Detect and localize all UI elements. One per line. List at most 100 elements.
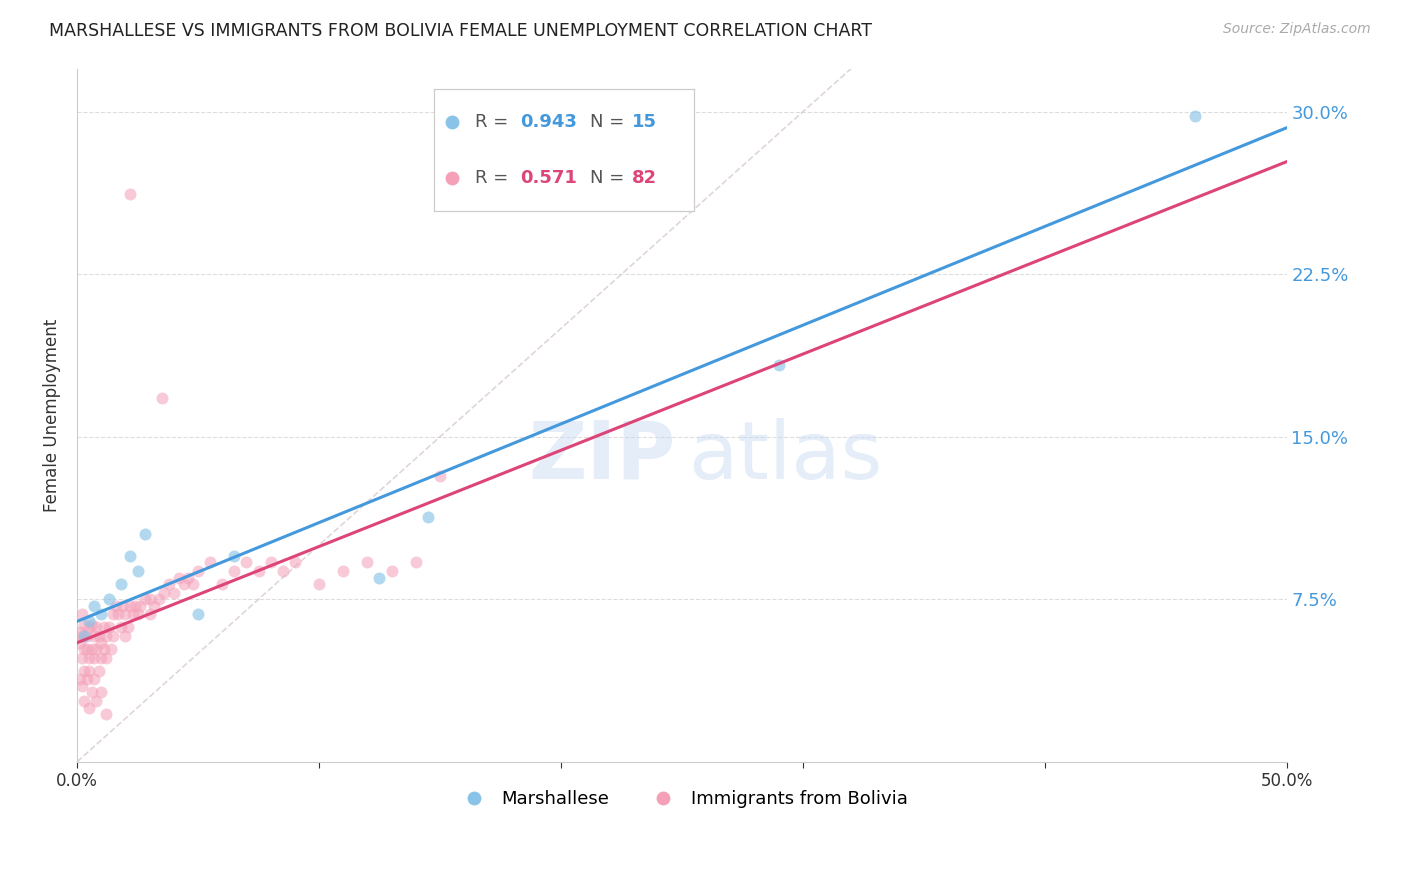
Point — [93, 620, 115, 634]
Point — [120, 599, 142, 613]
Point — [173, 577, 195, 591]
Point — [77, 650, 100, 665]
Text: MARSHALLESE VS IMMIGRANTS FROM BOLIVIA FEMALE UNEMPLOYMENT CORRELATION CHART: MARSHALLESE VS IMMIGRANTS FROM BOLIVIA F… — [49, 22, 872, 40]
Point — [356, 556, 378, 570]
Point — [90, 650, 112, 665]
Point — [83, 650, 105, 665]
Point — [138, 607, 160, 622]
Point — [70, 650, 93, 665]
Point — [143, 599, 166, 613]
Point — [70, 629, 93, 643]
Point — [405, 556, 427, 570]
Point — [73, 664, 96, 678]
Point — [69, 624, 91, 639]
Point — [103, 607, 125, 622]
Point — [138, 592, 160, 607]
Point — [224, 564, 246, 578]
Point — [87, 664, 110, 678]
Point — [177, 571, 200, 585]
Point — [94, 707, 117, 722]
Point — [429, 468, 451, 483]
Point — [187, 607, 209, 622]
Point — [86, 620, 108, 634]
Point — [157, 577, 180, 591]
Point — [112, 599, 135, 613]
Point — [86, 694, 108, 708]
Point — [259, 556, 281, 570]
Point — [100, 642, 122, 657]
Point — [284, 556, 307, 570]
Legend: Marshallese, Immigrants from Bolivia: Marshallese, Immigrants from Bolivia — [449, 782, 915, 815]
Point — [124, 599, 146, 613]
Point — [94, 650, 117, 665]
Point — [181, 577, 204, 591]
Point — [83, 673, 105, 687]
Point — [129, 599, 152, 613]
Text: ZIP: ZIP — [529, 417, 676, 496]
Point — [167, 571, 190, 585]
Point — [77, 700, 100, 714]
Point — [134, 592, 156, 607]
Point — [198, 556, 221, 570]
Point — [90, 635, 112, 649]
Point — [416, 510, 439, 524]
Point — [80, 618, 103, 632]
Y-axis label: Female Unemployment: Female Unemployment — [44, 318, 60, 512]
Point — [73, 642, 96, 657]
Point — [107, 607, 129, 622]
Point — [73, 694, 96, 708]
Point — [80, 642, 103, 657]
Point — [80, 685, 103, 699]
Point — [90, 685, 112, 699]
Point — [235, 556, 257, 570]
Point — [76, 629, 98, 643]
Point — [247, 564, 270, 578]
Point — [117, 620, 139, 634]
Point — [150, 391, 173, 405]
Point — [127, 564, 149, 578]
Point — [94, 629, 117, 643]
Point — [120, 187, 142, 202]
Point — [187, 564, 209, 578]
Point — [110, 577, 132, 591]
Point — [76, 642, 98, 657]
Point — [76, 673, 98, 687]
Point — [148, 592, 170, 607]
Point — [70, 607, 93, 622]
Point — [77, 614, 100, 628]
Point — [69, 673, 91, 687]
Point — [127, 607, 149, 622]
Point — [153, 586, 176, 600]
Point — [368, 571, 391, 585]
Point — [77, 620, 100, 634]
Point — [87, 629, 110, 643]
Point — [93, 642, 115, 657]
Point — [69, 635, 91, 649]
Point — [134, 527, 156, 541]
Point — [97, 592, 120, 607]
Point — [83, 629, 105, 643]
Point — [768, 359, 790, 373]
Point — [224, 549, 246, 563]
Point — [86, 642, 108, 657]
Point — [83, 599, 105, 613]
Point — [332, 564, 354, 578]
Point — [380, 564, 402, 578]
Point — [70, 679, 93, 693]
Point — [211, 577, 233, 591]
Point — [73, 618, 96, 632]
Point — [271, 564, 294, 578]
Point — [163, 586, 186, 600]
Point — [120, 549, 142, 563]
Point — [110, 620, 132, 634]
Point — [77, 664, 100, 678]
Point — [114, 629, 136, 643]
Text: Source: ZipAtlas.com: Source: ZipAtlas.com — [1223, 22, 1371, 37]
Point — [97, 620, 120, 634]
Point — [103, 629, 125, 643]
Point — [308, 577, 330, 591]
Point — [121, 607, 143, 622]
Point — [90, 607, 112, 622]
Text: atlas: atlas — [688, 417, 882, 496]
Point — [73, 629, 96, 643]
